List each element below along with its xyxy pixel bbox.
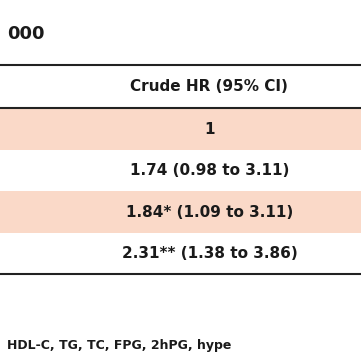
Bar bbox=[0, 108, 361, 150]
Text: HDL-C, TG, TC, FPG, 2hPG, hype: HDL-C, TG, TC, FPG, 2hPG, hype bbox=[7, 339, 232, 352]
Text: 1.74 (0.98 to 3.11): 1.74 (0.98 to 3.11) bbox=[130, 163, 289, 178]
Bar bbox=[0, 233, 361, 274]
Text: 1: 1 bbox=[204, 122, 215, 136]
Bar bbox=[0, 65, 361, 108]
Bar bbox=[0, 150, 361, 191]
Bar bbox=[0, 191, 361, 233]
Text: 2.31** (1.38 to 3.86): 2.31** (1.38 to 3.86) bbox=[122, 246, 297, 261]
Text: Crude HR (95% CI): Crude HR (95% CI) bbox=[130, 79, 288, 94]
Text: 000: 000 bbox=[7, 25, 45, 43]
Text: 1.84* (1.09 to 3.11): 1.84* (1.09 to 3.11) bbox=[126, 205, 293, 219]
